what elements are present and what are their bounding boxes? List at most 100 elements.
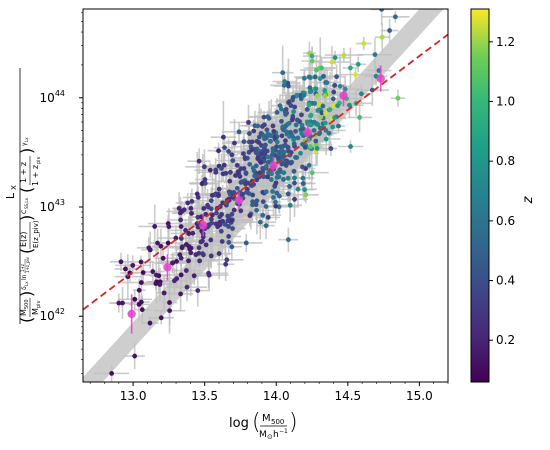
data-point bbox=[273, 203, 279, 209]
data-point bbox=[274, 139, 280, 145]
data-point bbox=[180, 244, 185, 250]
data-point bbox=[265, 174, 270, 180]
binned-point-layer bbox=[127, 65, 385, 334]
svg-text:M: M bbox=[31, 308, 40, 315]
data-point bbox=[132, 353, 138, 359]
data-point bbox=[255, 151, 260, 157]
data-point bbox=[196, 158, 202, 164]
plot-area bbox=[83, 9, 448, 382]
colorbar-tick-label: 1.2 bbox=[496, 35, 515, 49]
x-tick-label: 14.0 bbox=[263, 389, 290, 403]
data-point bbox=[229, 211, 235, 217]
data-point bbox=[158, 315, 164, 321]
svg-text:): ) bbox=[17, 148, 36, 154]
data-point bbox=[323, 136, 329, 142]
data-point bbox=[130, 262, 136, 268]
data-point bbox=[330, 103, 336, 109]
data-point bbox=[161, 290, 167, 296]
data-point bbox=[271, 129, 277, 134]
data-point bbox=[263, 135, 269, 141]
data-point bbox=[261, 122, 267, 128]
colorbar-gradient bbox=[470, 8, 490, 383]
data-point bbox=[255, 156, 261, 162]
data-point bbox=[191, 273, 197, 279]
data-point bbox=[261, 114, 267, 120]
data-point bbox=[226, 149, 231, 154]
data-point bbox=[358, 91, 364, 97]
data-point bbox=[292, 175, 297, 181]
data-point bbox=[172, 278, 177, 284]
data-point bbox=[244, 189, 249, 195]
data-point bbox=[281, 82, 287, 88]
x-label-numerator: M bbox=[262, 413, 271, 424]
data-point bbox=[289, 117, 295, 123]
data-point bbox=[287, 183, 292, 189]
data-point bbox=[223, 261, 229, 267]
data-point bbox=[220, 134, 226, 140]
data-point bbox=[312, 101, 318, 106]
data-point bbox=[271, 195, 276, 200]
data-point bbox=[323, 110, 328, 115]
x-axis-ticks: 13.0 13.5 14.0 14.5 15.0 bbox=[89, 382, 449, 403]
data-point bbox=[136, 287, 142, 293]
data-point bbox=[247, 161, 253, 167]
data-point bbox=[123, 266, 128, 272]
svg-text:ln: ln bbox=[21, 274, 28, 280]
data-point bbox=[178, 217, 184, 223]
data-point bbox=[292, 104, 298, 110]
y-tick-label: 1042 bbox=[40, 307, 65, 323]
data-point bbox=[249, 139, 255, 145]
data-point bbox=[335, 103, 340, 109]
data-point bbox=[302, 187, 307, 193]
data-point bbox=[316, 101, 322, 107]
binned-point bbox=[199, 214, 208, 237]
data-point bbox=[189, 199, 195, 204]
svg-text:1 + z: 1 + z bbox=[19, 162, 28, 183]
data-point bbox=[329, 59, 335, 65]
data-point bbox=[153, 272, 159, 278]
data-point bbox=[270, 189, 275, 194]
data-point bbox=[216, 148, 221, 154]
svg-text:1 + z: 1 + z bbox=[31, 165, 40, 186]
data-point bbox=[357, 115, 362, 120]
data-point bbox=[218, 228, 224, 234]
svg-text:piv: piv bbox=[36, 156, 42, 164]
data-point bbox=[208, 206, 214, 212]
data-point bbox=[208, 237, 214, 243]
data-point bbox=[309, 170, 315, 176]
data-point bbox=[313, 138, 319, 144]
data-point bbox=[300, 181, 306, 186]
data-point bbox=[160, 255, 166, 261]
svg-text:500: 500 bbox=[24, 299, 30, 309]
data-point bbox=[256, 140, 262, 145]
data-point bbox=[221, 162, 227, 168]
svg-text:M: M bbox=[19, 309, 28, 316]
data-point bbox=[183, 242, 189, 247]
x-axis-label: log ( M 500 M ⊙ h −1 ) bbox=[229, 410, 298, 441]
data-point bbox=[379, 34, 385, 40]
data-point bbox=[324, 80, 330, 85]
data-point bbox=[258, 131, 264, 136]
data-point bbox=[183, 227, 188, 233]
data-point bbox=[209, 216, 214, 222]
data-point bbox=[247, 131, 252, 136]
data-point bbox=[294, 117, 300, 123]
data-point bbox=[202, 180, 208, 186]
data-point bbox=[306, 74, 312, 80]
data-point bbox=[314, 67, 319, 73]
data-point bbox=[275, 170, 280, 176]
colorbar-tick-label: 1.0 bbox=[496, 95, 515, 109]
data-point bbox=[170, 260, 175, 266]
data-point bbox=[118, 259, 124, 265]
data-point bbox=[224, 257, 230, 263]
binned-point bbox=[163, 254, 172, 281]
data-point bbox=[138, 280, 144, 285]
data-point bbox=[240, 151, 246, 157]
data-point bbox=[284, 110, 290, 116]
data-point bbox=[332, 55, 338, 61]
data-point bbox=[260, 212, 266, 218]
svg-text:(: ( bbox=[252, 410, 261, 435]
data-point bbox=[206, 272, 212, 278]
data-point bbox=[265, 214, 271, 220]
data-point bbox=[291, 109, 297, 115]
